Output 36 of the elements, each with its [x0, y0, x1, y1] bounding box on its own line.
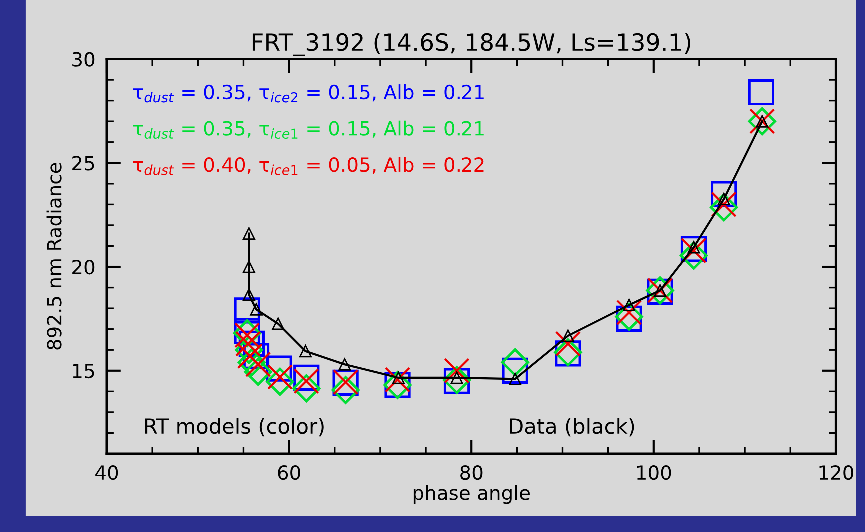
point — [623, 299, 636, 312]
point — [267, 364, 294, 390]
point — [242, 288, 256, 302]
point — [338, 358, 352, 371]
annotation: RT models (color) — [146, 418, 324, 437]
x-tick-label: 80 — [460, 465, 483, 480]
point — [748, 79, 775, 106]
x-axis-title: phase angle — [414, 485, 530, 504]
x-tick-label: 60 — [278, 465, 300, 480]
point — [509, 372, 522, 386]
annotation: Data (black) — [510, 418, 634, 437]
text: τ$_{dust}$ = 0.35, τ$_{ice2}$ = 0.15, Alb = 0.21 — [133, 84, 484, 103]
x-tick-label: 100 — [637, 465, 672, 480]
chart-title: FRT_3192 (14.6S, 184.5W, Ls=139.1) — [252, 33, 691, 56]
point — [711, 192, 737, 218]
point — [245, 352, 272, 378]
y-tick-label: 15 — [73, 364, 94, 379]
point — [272, 318, 285, 330]
x-tick-label: 120 — [820, 465, 854, 480]
text: τ$_{dust}$ = 0.40, τ$_{ice1}$ = 0.05, Alb = 0.22 — [133, 157, 484, 176]
point — [392, 372, 405, 384]
y-tick-label: 30 — [72, 52, 95, 67]
point — [250, 303, 263, 316]
point — [501, 348, 530, 377]
point — [384, 367, 411, 393]
point — [562, 330, 574, 342]
point — [299, 345, 312, 358]
y-tick-label: 20 — [72, 260, 95, 275]
x-tick-label: 40 — [96, 465, 118, 480]
y-tick-label: 25 — [72, 156, 94, 171]
point — [555, 331, 582, 357]
point — [242, 260, 256, 274]
text: τ$_{dust}$ = 0.35, τ$_{ice1}$ = 0.15, Alb = 0.21 — [133, 120, 484, 140]
point — [616, 300, 642, 326]
point — [242, 228, 256, 240]
y-axis-title: 892.5 nm Radiance — [46, 163, 62, 350]
